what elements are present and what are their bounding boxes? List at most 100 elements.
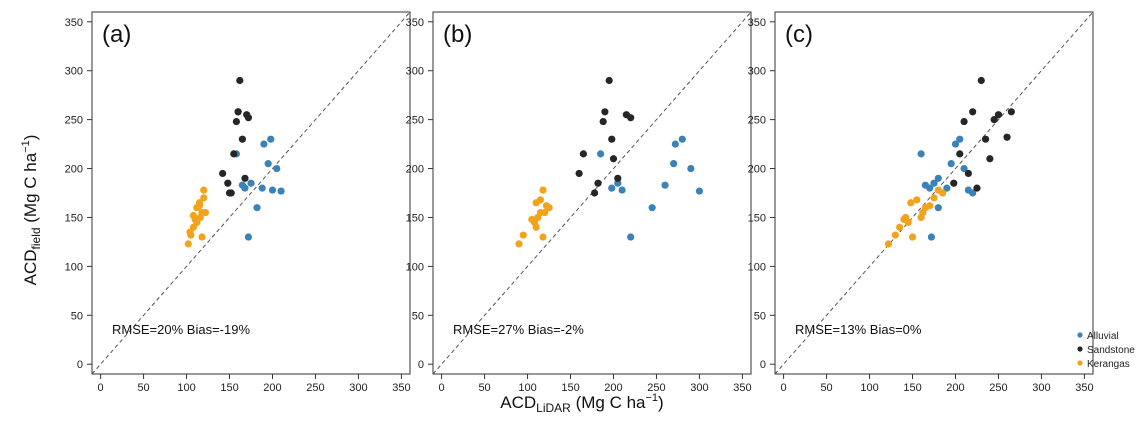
x-tick-label: 200 xyxy=(604,382,622,394)
x-tick-label: 50 xyxy=(820,382,832,394)
series-sandstone xyxy=(219,76,253,197)
data-point-kerangas xyxy=(184,240,192,248)
data-point-sandstone xyxy=(236,76,244,85)
legend-label-alluvial: Alluvial xyxy=(1087,331,1119,342)
series-alluvial xyxy=(917,135,977,241)
data-point-sandstone xyxy=(1003,133,1011,141)
data-point-kerangas xyxy=(201,208,210,217)
data-point-sandstone xyxy=(605,76,613,85)
data-point-kerangas xyxy=(515,240,523,248)
series-sandstone xyxy=(575,76,635,197)
x-tick-label: 300 xyxy=(1032,382,1050,394)
legend-item-sandstone: Sandstone xyxy=(1077,345,1135,356)
x-tick-label: 0 xyxy=(439,382,445,394)
y-tick-label: 50 xyxy=(71,310,83,322)
data-point-alluvial xyxy=(273,164,281,173)
data-point-alluvial xyxy=(608,184,616,192)
data-point-alluvial xyxy=(268,186,277,194)
data-point-kerangas xyxy=(904,218,912,226)
data-point-kerangas xyxy=(545,204,553,212)
data-point-alluvial xyxy=(951,140,960,148)
x-tick-label: 50 xyxy=(478,382,490,394)
data-point-alluvial xyxy=(917,150,925,158)
y-tick-label: 200 xyxy=(748,164,766,176)
x-tick-label: 150 xyxy=(561,382,579,394)
data-point-sandstone xyxy=(981,135,990,143)
x-tick-label: 50 xyxy=(137,382,149,394)
panel-label: (a) xyxy=(102,21,131,48)
panel-1: 0 0 50 50 100 100 150 150 200 200 250 250 300 300 350 3… xyxy=(65,11,411,394)
data-point-kerangas xyxy=(536,196,545,204)
data-point-alluvial xyxy=(277,187,285,195)
data-point-sandstone xyxy=(1007,108,1015,116)
legend-marker-alluvial xyxy=(1077,332,1083,338)
data-point-kerangas xyxy=(938,189,947,197)
series-kerangas xyxy=(184,186,210,248)
y-tick-label: 50 xyxy=(412,310,424,322)
legend-marker-kerangas xyxy=(1077,360,1083,366)
data-point-kerangas xyxy=(539,186,547,194)
data-point-alluvial xyxy=(670,160,678,168)
x-tick-label: 350 xyxy=(733,382,751,394)
x-tick-label: 0 xyxy=(781,382,787,394)
series-kerangas xyxy=(515,186,553,248)
y-tick-label: 0 xyxy=(418,359,424,371)
panel-frame xyxy=(774,11,1094,375)
data-point-alluvial xyxy=(934,204,942,212)
data-point-sandstone xyxy=(599,117,607,126)
y-tick-label: 100 xyxy=(748,261,766,273)
data-point-sandstone xyxy=(594,179,602,187)
y-tick-label: 300 xyxy=(406,66,424,78)
x-tick-label: 300 xyxy=(349,382,367,394)
legend: Alluvial Sandstone Kerangas xyxy=(1077,331,1135,370)
data-point-kerangas xyxy=(930,194,938,202)
data-point-alluvial xyxy=(695,187,704,195)
data-point-alluvial xyxy=(960,164,968,173)
x-tick-label: 100 xyxy=(177,382,195,394)
data-point-kerangas xyxy=(200,194,208,202)
y-tick-label: 350 xyxy=(406,17,424,29)
data-point-alluvial xyxy=(241,184,249,192)
data-point-kerangas xyxy=(519,231,527,239)
data-point-kerangas xyxy=(532,223,540,231)
data-point-alluvial xyxy=(927,233,936,241)
data-point-alluvial xyxy=(618,186,626,194)
data-point-alluvial xyxy=(969,189,977,197)
data-point-alluvial xyxy=(258,184,266,192)
y-tick-label: 300 xyxy=(748,66,766,78)
one-to-one-line xyxy=(774,11,1094,375)
data-point-sandstone xyxy=(225,189,234,197)
data-point-alluvial xyxy=(671,140,679,148)
stats-annotation: RMSE=13% Bias=0% xyxy=(795,322,922,337)
data-point-sandstone xyxy=(986,155,994,163)
series-alluvial xyxy=(596,135,704,241)
data-point-alluvial xyxy=(253,204,261,212)
y-tick-label: 300 xyxy=(65,66,83,78)
data-point-sandstone xyxy=(234,108,242,116)
x-tick-label: 250 xyxy=(306,382,324,394)
data-point-sandstone xyxy=(627,114,635,122)
data-point-sandstone xyxy=(601,108,609,116)
data-point-kerangas xyxy=(907,199,915,207)
y-tick-label: 250 xyxy=(748,115,766,127)
y-tick-label: 150 xyxy=(65,212,83,224)
series-sandstone xyxy=(950,76,1015,192)
x-tick-label: 200 xyxy=(263,382,281,394)
data-point-alluvial xyxy=(930,179,938,187)
data-point-sandstone xyxy=(608,135,616,143)
data-point-kerangas xyxy=(891,231,899,239)
data-point-kerangas xyxy=(200,186,208,194)
data-point-sandstone xyxy=(590,189,599,197)
data-point-alluvial xyxy=(648,204,656,212)
panel-3: 0 0 50 50 100 100 150 150 200 200 250 250 300 300 350 3… xyxy=(748,11,1094,394)
data-point-sandstone xyxy=(224,179,232,187)
x-tick-label: 150 xyxy=(903,382,921,394)
legend-item-alluvial: Alluvial xyxy=(1077,331,1119,342)
data-point-kerangas xyxy=(908,233,917,241)
y-tick-label: 350 xyxy=(65,17,83,29)
panel-2: 0 0 50 50 100 100 150 150 200 200 250 250 300 300 350 3… xyxy=(406,11,752,394)
data-point-sandstone xyxy=(244,114,253,122)
data-point-kerangas xyxy=(541,208,549,217)
data-point-alluvial xyxy=(926,184,934,192)
